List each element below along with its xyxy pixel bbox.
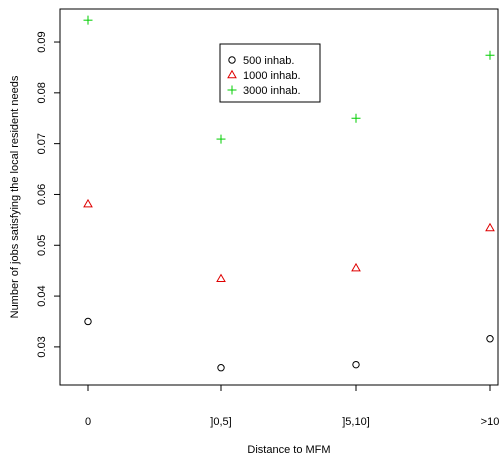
x-tick-label: ]5,10] xyxy=(342,416,370,428)
legend-label: 3000 inhab. xyxy=(243,85,301,97)
plot-frame xyxy=(59,8,499,386)
data-point-series-2 xyxy=(351,113,361,123)
data-point-series-0 xyxy=(486,335,494,343)
legend-marker xyxy=(227,69,237,79)
data-point-series-2 xyxy=(485,50,495,60)
y-axis: 0.03 0.04 0.05 0.06 0.07 0.08 0.09 xyxy=(36,31,60,358)
y-tick-label: 0.08 xyxy=(36,82,48,103)
x-axis: 0 ]0,5] ]5,10] >10 xyxy=(85,385,499,428)
data-point-series-0 xyxy=(217,364,225,372)
legend-label: 500 inhab. xyxy=(243,55,294,67)
y-tick-label: 0.07 xyxy=(36,133,48,154)
data-point-series-2 xyxy=(216,134,226,144)
x-axis-title: Distance to MFM xyxy=(247,444,330,456)
x-tick-label: ]0,5] xyxy=(210,416,231,428)
x-tick-label: >10 xyxy=(481,416,500,428)
y-tick-label: 0.06 xyxy=(36,184,48,205)
y-tick-label: 0.05 xyxy=(36,235,48,256)
data-point-series-1 xyxy=(351,262,361,272)
legend-marker xyxy=(228,56,236,64)
legend: 500 inhab. 1000 inhab. 3000 inhab. xyxy=(219,43,321,103)
legend-marker xyxy=(227,85,237,95)
legend-label: 1000 inhab. xyxy=(243,70,301,82)
data-points xyxy=(83,15,495,372)
y-tick-label: 0.09 xyxy=(36,31,48,52)
legend-box xyxy=(219,43,321,103)
data-point-series-1 xyxy=(485,222,495,232)
data-point-series-0 xyxy=(84,317,92,326)
y-axis-title: Number of jobs satisfying the local resi… xyxy=(9,75,21,318)
data-point-series-0 xyxy=(352,360,360,369)
data-point-series-1 xyxy=(83,198,93,208)
y-tick-label: 0.04 xyxy=(36,285,48,306)
y-tick-label: 0.03 xyxy=(36,336,48,357)
data-point-series-1 xyxy=(216,273,226,283)
data-point-series-2 xyxy=(83,15,93,25)
x-tick-label: 0 xyxy=(85,416,91,428)
